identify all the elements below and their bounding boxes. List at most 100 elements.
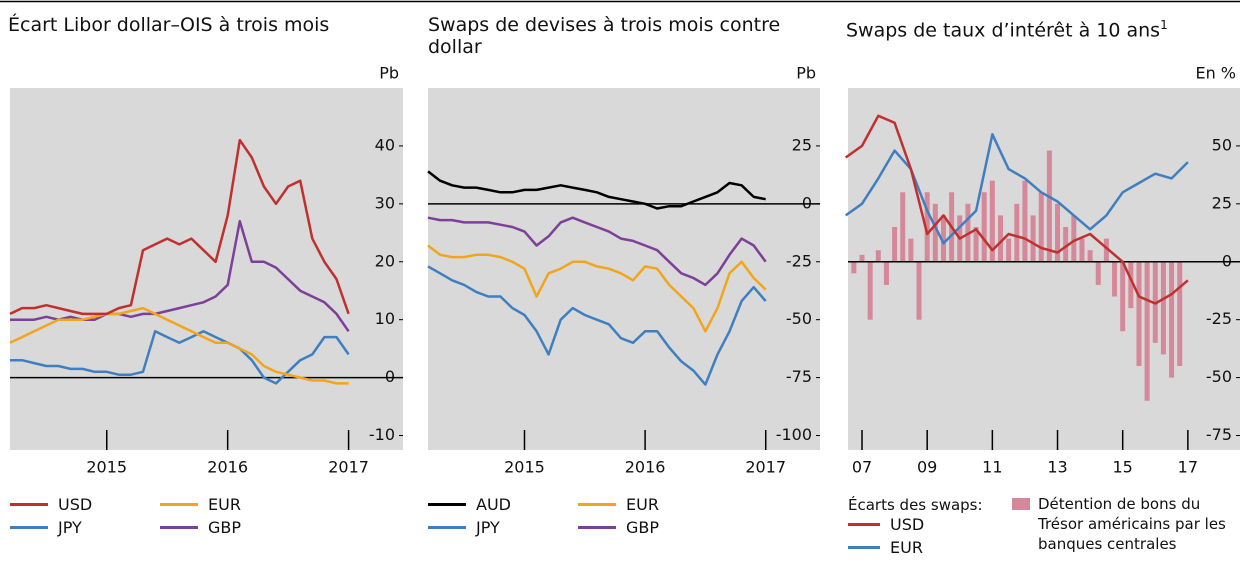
chart-title-text: Swaps de devises à trois mois contre dol… xyxy=(428,14,781,58)
legend-label: EUR xyxy=(626,495,659,514)
bar xyxy=(1046,150,1052,262)
line-series xyxy=(427,170,766,210)
bar xyxy=(1055,203,1061,262)
x-tick-label: 13 xyxy=(1047,458,1067,477)
line-series xyxy=(844,133,1189,245)
legend-item: USD xyxy=(10,494,92,516)
bar xyxy=(1120,261,1126,332)
chart-title-text: Swaps de taux d’intérêt à 10 ans xyxy=(846,19,1161,42)
y-tick-label: -10 xyxy=(369,425,395,444)
y-tick-label: 30 xyxy=(375,193,395,212)
bar xyxy=(1112,261,1118,297)
line-series xyxy=(427,265,767,386)
x-tick-label: 2017 xyxy=(328,458,369,477)
bar xyxy=(1071,215,1077,262)
x-tick-label: 09 xyxy=(917,458,937,477)
bar xyxy=(1177,261,1183,367)
y-tick-label: 0 xyxy=(385,367,395,386)
y-tick-label: -25 xyxy=(1206,309,1232,328)
legend-swatch xyxy=(848,523,880,526)
legend-swatch xyxy=(428,526,466,529)
bar xyxy=(1128,261,1134,309)
plot-area xyxy=(10,88,403,450)
bar xyxy=(867,261,873,320)
legend-item: JPY xyxy=(428,517,500,539)
y-tick-label: 0 xyxy=(802,193,812,212)
legend-item: GBP xyxy=(160,517,241,539)
legend-label: Détention de bons du Trésor américains p… xyxy=(1038,495,1226,553)
bar xyxy=(940,215,946,262)
legend-item: JPY xyxy=(10,517,82,539)
legend-swatch xyxy=(10,526,48,529)
bar xyxy=(981,192,987,262)
legend-swatch xyxy=(428,503,466,506)
y-tick-label: 10 xyxy=(375,309,395,328)
bar xyxy=(900,192,906,262)
bar xyxy=(1103,238,1109,262)
line-series xyxy=(9,138,350,316)
y-tick-label: 40 xyxy=(375,135,395,154)
bar xyxy=(1095,261,1101,285)
x-tick-label: 17 xyxy=(1178,458,1198,477)
line-series xyxy=(427,216,767,287)
legend-label: GBP xyxy=(208,518,242,537)
bar xyxy=(1014,203,1020,262)
legend-label: GBP xyxy=(626,518,660,537)
legend-title: Écarts des swaps: xyxy=(848,496,983,514)
bar xyxy=(859,254,865,262)
chart-title-text: Écart Libor dollar–OIS à trois mois xyxy=(8,14,330,36)
bar xyxy=(875,250,881,262)
x-tick-label: 2016 xyxy=(207,458,248,477)
x-tick-label: 11 xyxy=(982,458,1002,477)
bar xyxy=(1144,261,1150,401)
y-tick-label: -25 xyxy=(786,251,812,270)
bar xyxy=(1063,227,1069,262)
bar xyxy=(973,227,979,262)
bar xyxy=(916,261,922,320)
line-series xyxy=(10,219,350,333)
y-unit-label: Pb xyxy=(379,64,399,83)
legend-label: EUR xyxy=(890,538,923,557)
bar xyxy=(908,238,914,262)
y-tick-label: 50 xyxy=(1212,135,1232,154)
legend-label: JPY xyxy=(476,518,500,537)
legend-swatch xyxy=(1012,498,1030,510)
bar xyxy=(932,203,938,262)
bar xyxy=(883,261,889,285)
legend-swatch xyxy=(848,546,880,549)
legend-swatch xyxy=(160,526,198,529)
y-tick-label: -50 xyxy=(786,309,812,328)
line-series xyxy=(427,244,767,333)
legend-swatch xyxy=(578,503,616,506)
bar xyxy=(892,227,898,262)
x-tick-label: 2015 xyxy=(86,458,127,477)
legend-item: Détention de bons du Trésor américains p… xyxy=(1012,494,1232,554)
y-unit-label: Pb xyxy=(796,64,816,83)
x-tick-label: 2017 xyxy=(745,458,786,477)
plot-area xyxy=(428,88,820,450)
bar xyxy=(1079,238,1085,262)
x-tick-label: 15 xyxy=(1113,458,1133,477)
legend-label: EUR xyxy=(208,495,241,514)
chart-title: Swaps de devises à trois mois contre dol… xyxy=(428,14,818,58)
y-tick-label: -75 xyxy=(786,367,812,386)
legend-item: EUR xyxy=(160,494,241,516)
bar xyxy=(1038,192,1044,262)
y-tick-label: -50 xyxy=(1206,367,1232,386)
legend-item: EUR xyxy=(848,537,923,559)
chart-title: Écart Libor dollar–OIS à trois mois xyxy=(8,14,398,36)
legend-swatch xyxy=(578,526,616,529)
legend-label: USD xyxy=(890,515,925,534)
legend-item: EUR xyxy=(578,494,659,516)
y-tick-label: 0 xyxy=(1222,251,1232,270)
bar xyxy=(997,215,1003,262)
x-tick-label: 2016 xyxy=(625,458,666,477)
y-tick-label: -75 xyxy=(1206,425,1232,444)
y-tick-label: 20 xyxy=(375,251,395,270)
bar xyxy=(851,261,857,274)
bar xyxy=(1136,261,1142,367)
bar xyxy=(1030,215,1036,262)
bar xyxy=(924,192,930,262)
